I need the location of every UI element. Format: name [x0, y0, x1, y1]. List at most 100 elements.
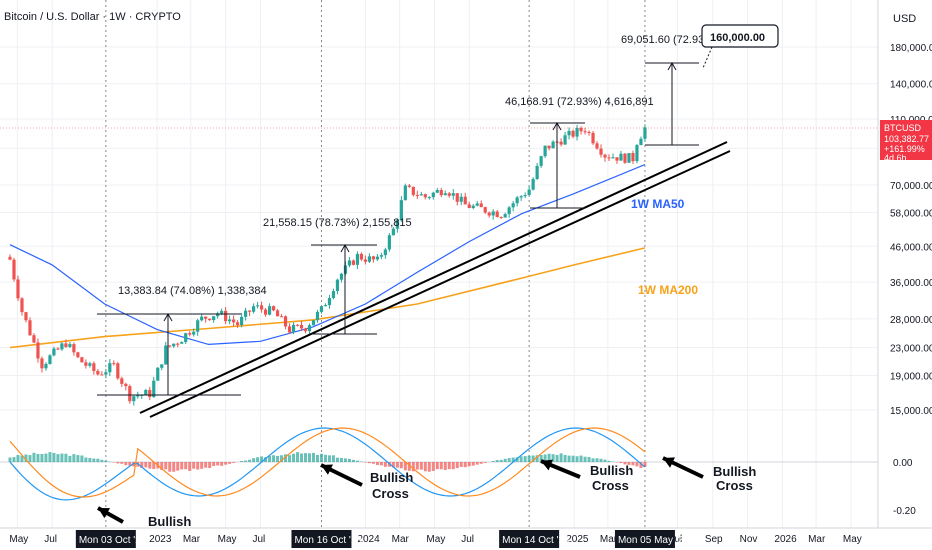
macd-hist-bar	[56, 454, 60, 462]
candle-body	[639, 138, 643, 146]
candle-body	[8, 256, 12, 260]
candle-body	[263, 309, 268, 315]
candle-body	[160, 364, 164, 368]
macd-hist-bar	[595, 458, 599, 462]
arrow-head	[663, 457, 675, 468]
candle-body	[232, 319, 236, 323]
macd-hist-bar	[375, 462, 379, 466]
candle-body	[527, 189, 531, 196]
macd-hist-bar	[559, 453, 563, 462]
macd-hist-bar	[284, 454, 288, 462]
arrow-head	[321, 464, 333, 475]
x-highlight-box	[291, 530, 352, 548]
currency-label: USD	[893, 13, 916, 25]
macd-hist-bar	[443, 462, 447, 470]
macd-hist-bar	[44, 453, 48, 462]
x-tick-label: Jul	[44, 534, 57, 545]
candle-body	[411, 186, 415, 195]
candle-body	[20, 298, 24, 313]
candle-body	[240, 316, 244, 325]
macd-hist-bar	[260, 456, 264, 462]
macd-hist-bar	[563, 455, 567, 462]
candle-body	[279, 316, 284, 318]
candle-body	[479, 203, 483, 208]
candle-body	[443, 193, 447, 196]
candle-body	[307, 325, 312, 332]
candle-body	[283, 316, 288, 327]
y-tick-label: 19,000.00	[890, 371, 932, 382]
macd-hist-bar	[272, 455, 276, 462]
macd-hist-bar	[52, 452, 56, 462]
candle-body	[335, 279, 340, 292]
bullish-label: Bullish	[370, 470, 413, 485]
candle-body	[287, 326, 292, 333]
candle-body	[359, 253, 364, 260]
candle-body	[275, 310, 280, 317]
candle-body	[511, 203, 515, 208]
macd-hist-bar	[607, 460, 611, 462]
macd-hist-bar	[84, 457, 88, 462]
candle-body	[607, 157, 611, 159]
candle-body	[455, 193, 459, 202]
candle-body	[551, 141, 555, 149]
candle-body	[531, 179, 535, 190]
macd-hist-bar	[96, 458, 100, 462]
candle-body	[259, 305, 264, 310]
macd-hist-bar	[355, 460, 359, 462]
macd-hist-bar	[323, 454, 327, 462]
macd-hist-bar	[383, 462, 387, 467]
macd-hist-bar	[36, 454, 40, 462]
candle-body	[56, 348, 60, 350]
x-highlight-label: Mon 14 Oct '24	[502, 535, 570, 546]
candle-body	[12, 259, 16, 280]
candle-body	[208, 318, 212, 321]
candle-body	[619, 153, 623, 161]
candle-body	[184, 333, 188, 343]
candle-body	[399, 200, 403, 220]
candle-body	[331, 291, 336, 299]
macd-hist-bar	[579, 455, 583, 462]
candle-body	[615, 157, 619, 161]
macd-hist-bar	[439, 462, 443, 470]
x-tick-label: Jul	[461, 534, 474, 545]
target-label: 160,000.00	[710, 32, 765, 44]
x-tick-label: 2026	[774, 534, 797, 545]
macd-hist-bar	[347, 458, 351, 462]
macd-hist-bar	[379, 462, 383, 466]
macd-hist-bar	[395, 462, 399, 468]
macd-hist-bar	[264, 457, 268, 462]
macd-hist-bar	[315, 454, 319, 462]
macd-hist-bar	[431, 462, 435, 471]
macd-hist-bar	[248, 459, 252, 462]
candle-body	[407, 185, 411, 187]
macd-hist-bar	[623, 462, 627, 465]
candle-body	[124, 383, 128, 387]
candle-body	[164, 345, 168, 365]
y-tick-label: 36,000.00	[890, 278, 932, 289]
macd-hist-bar	[188, 462, 192, 471]
candle-body	[72, 344, 76, 353]
candle-body	[587, 131, 591, 133]
candle-body	[88, 363, 92, 366]
ma50-line	[9, 164, 646, 346]
macd-hist-bar	[292, 453, 296, 462]
candle-body	[180, 342, 184, 344]
candle-body	[363, 259, 368, 262]
macd-hist-bar	[296, 452, 300, 462]
candle-body	[427, 197, 431, 199]
macd-hist-bar	[288, 455, 292, 462]
macd-hist-bar	[539, 454, 543, 462]
macd-hist-bar	[8, 457, 12, 462]
measure-label: 46,168.91 (72.93%) 4,616,891	[505, 96, 654, 108]
x-tick-label: May	[426, 534, 445, 545]
candle-body	[323, 305, 328, 307]
candle-body	[188, 333, 192, 335]
candle-body	[599, 148, 603, 155]
y-tick-label: 28,000.00	[890, 315, 932, 326]
x-tick-label: 2024	[357, 534, 380, 545]
macd-hist-bar	[168, 462, 172, 472]
candle-body	[92, 363, 96, 371]
x-highlight-label: Mon 03 Oct '22	[79, 535, 147, 546]
candle-body	[631, 153, 635, 162]
